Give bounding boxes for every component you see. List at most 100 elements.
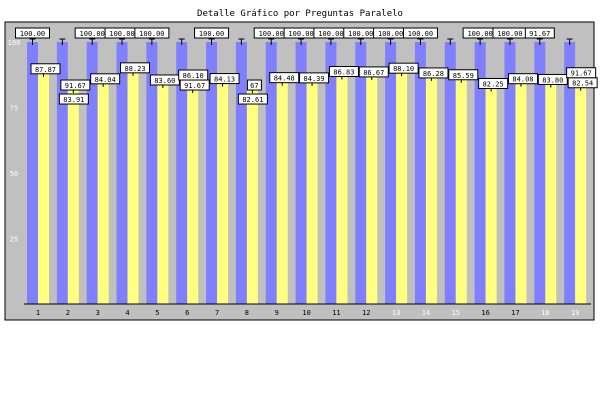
bar [187,90,199,304]
data-label-box [507,73,538,85]
data-label-box [478,78,509,90]
data-label: 100.00 [348,30,373,38]
bar [127,72,139,304]
data-label: 100.00 [408,30,433,38]
data-label-box [237,93,268,105]
data-label: 82.61 [242,96,263,104]
x-tick-label: 9 [275,309,279,317]
bar [545,84,557,304]
x-tick-label: 15 [452,309,460,317]
data-label-box [299,72,330,84]
bar [206,42,218,304]
data-label: 83.80 [542,76,563,84]
bar [564,42,576,304]
bar [246,90,258,304]
data-label-box [60,79,91,91]
data-label: 100.00 [80,30,105,38]
data-label-box [328,66,359,78]
bar [444,42,456,304]
data-label: 83.60 [154,77,175,85]
bar [86,42,98,304]
data-label: 100.00 [378,30,403,38]
data-label: 88.23 [124,65,145,73]
data-label: 100.00 [288,30,313,38]
bar [504,42,516,304]
bar [366,76,378,305]
bar [295,42,307,304]
x-tick-label: 2 [66,309,70,317]
data-label: 82.54 [572,80,593,88]
data-label-box [537,73,568,85]
data-label: 91.67 [65,82,86,90]
data-label-box [194,27,230,39]
data-label: 91.67 [184,82,205,90]
bar [67,90,79,304]
x-tick-label: 8 [245,309,249,317]
bar [396,73,408,304]
data-label: 84.13 [214,76,235,84]
bar [414,42,426,304]
bar [425,77,437,304]
data-label: 86.83 [333,69,354,77]
bar [276,82,288,304]
data-label: 87.87 [35,66,56,74]
x-tick-label: 19 [571,309,579,317]
y-tick-label: 50 [10,170,18,178]
data-label: 86.10 [183,72,204,80]
bar [146,42,158,304]
x-tick-label: 18 [541,309,549,317]
data-label-box [358,66,389,78]
data-label: 100.00 [20,30,45,38]
data-label-box [58,93,89,105]
data-label-box [402,27,438,39]
data-label-box [30,63,61,75]
bar [515,83,527,304]
y-tick-label: 100 [8,39,21,47]
bar [265,42,277,304]
x-tick-label: 17 [511,309,519,317]
bar [575,87,587,304]
data-label: 100.00 [497,30,522,38]
data-label: 86.67 [363,69,384,77]
data-label: 84.04 [95,76,116,84]
data-label: 100.00 [318,30,343,38]
data-label: 67 [250,82,258,90]
data-label-box [269,72,300,84]
bar [306,82,318,305]
bar [534,42,546,304]
data-label-box [566,67,597,79]
bar [485,88,497,304]
data-label: 100.00 [199,30,224,38]
x-tick-label: 7 [215,309,219,317]
y-tick-label: 75 [10,105,18,113]
bar [38,73,49,304]
data-label-box [388,62,419,74]
data-label: 100.00 [259,30,284,38]
x-tick-label: 3 [96,309,100,317]
data-label: 86.28 [423,70,444,78]
data-label: 91.67 [571,70,592,78]
x-tick-label: 11 [332,309,340,317]
data-label-box [134,27,170,39]
bar [474,42,486,304]
bar [56,42,68,304]
data-label-box [90,73,121,85]
data-label-box [120,62,151,74]
data-label: 100.00 [109,30,134,38]
data-label-box [418,67,449,79]
bar [27,42,38,304]
bar [217,83,229,304]
x-tick-label: 4 [125,309,129,317]
data-label-box [448,69,479,81]
data-label: 82.25 [483,81,504,89]
data-label: 88.10 [393,65,414,73]
bar [176,42,188,304]
x-tick-label: 1 [36,309,40,317]
data-label: 83.91 [63,96,84,104]
data-label: 85.59 [453,72,474,80]
y-tick-label: 25 [10,236,18,244]
data-label-box [246,79,262,91]
bar [336,76,348,304]
